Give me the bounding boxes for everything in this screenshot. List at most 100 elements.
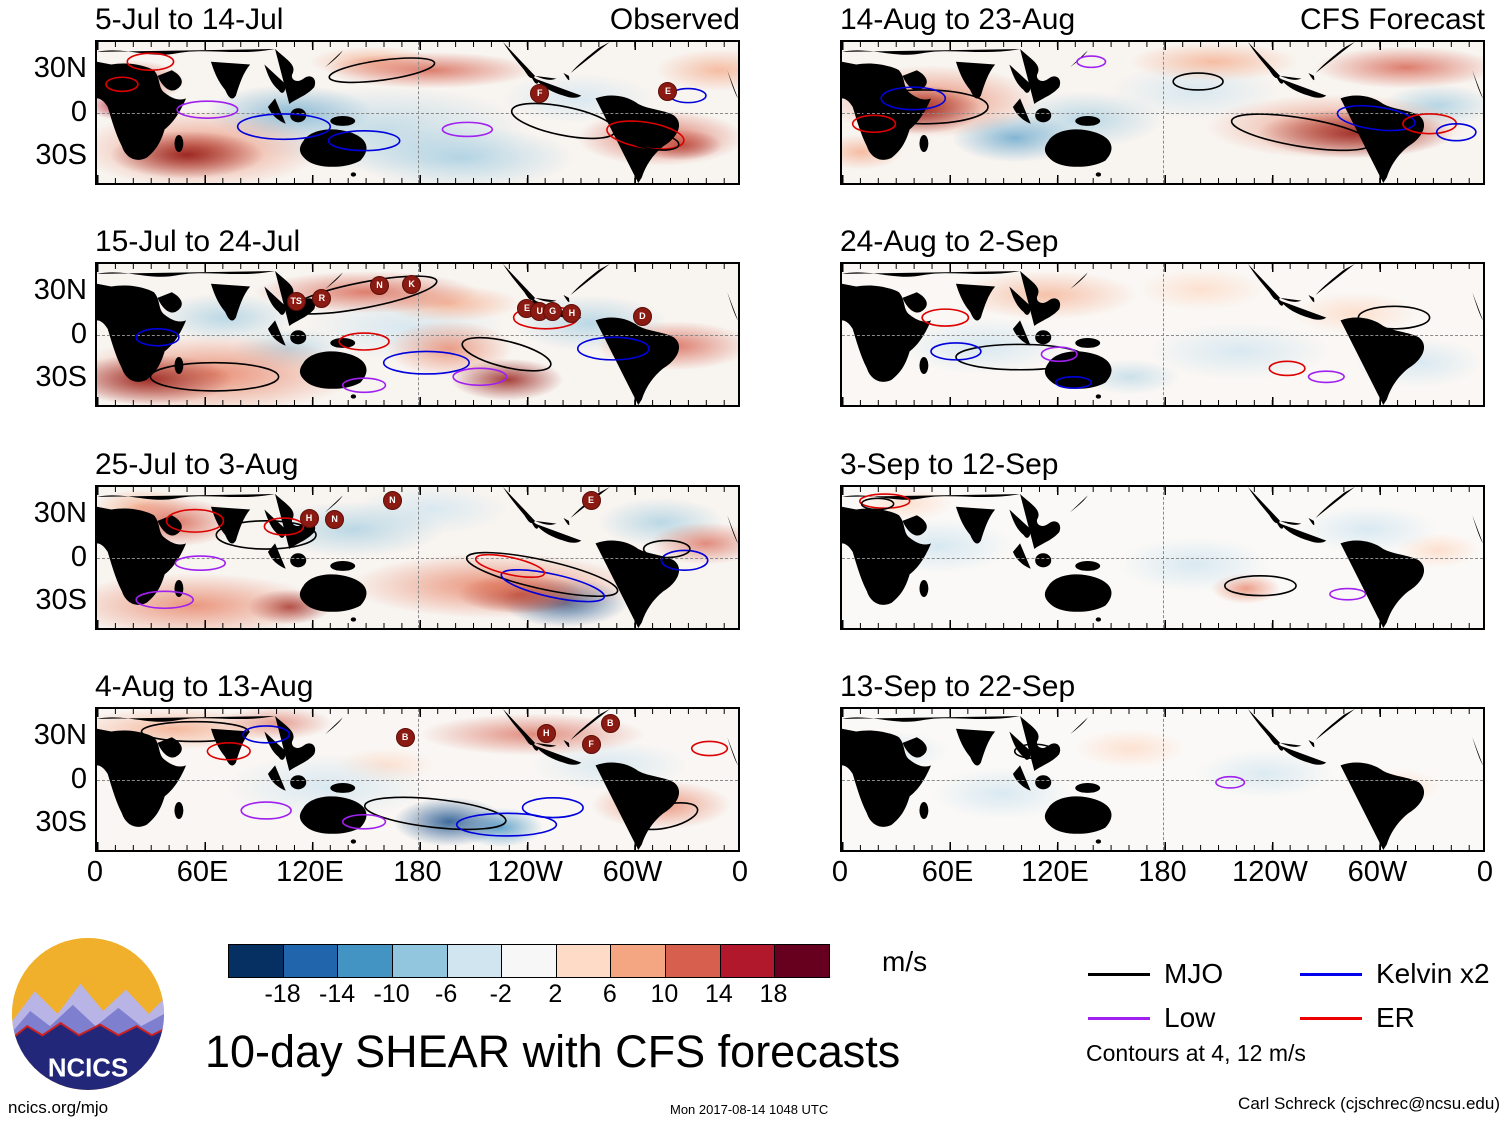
footer-timestamp: Mon 2017-08-14 1048 UTC [670,1102,829,1117]
dateline-gridline [1162,42,1164,183]
colorbar-cell [666,945,721,977]
panel-forecast-4: 13-Sep to 22-Sep [840,670,1485,852]
colorbar-tick-label: -18 [264,980,301,1008]
legend-label: Low [1164,1002,1216,1033]
storm-symbol: B [600,714,620,734]
lat-tick-label: 30S [35,806,87,838]
storm-symbol: G [543,301,563,321]
colorbar-cell [392,945,448,977]
map-panel [840,485,1485,630]
dateline-gridline [1162,264,1164,405]
dateline-gridline [417,487,419,628]
lon-tick-label: 60W [1347,856,1408,888]
colorbar [228,944,830,978]
panel-title: 5-Jul to 14-Jul [95,3,284,36]
colorbar-tick-labels: -18 -14 -10 -6 -2 2 6 10 14 18 [228,980,828,1008]
lon-tick-label: 120W [487,856,563,888]
colorbar-cell [556,945,612,977]
colorbar-cell [502,945,557,977]
lon-tick-label: 0 [831,856,849,888]
colorbar-cell [775,945,830,977]
lat-tick-label: 30S [35,361,87,393]
wave-contours-overlay [97,709,738,850]
er-line-swatch [1300,1016,1362,1020]
low-line-swatch [1088,1016,1150,1020]
panel-forecast-2: 24-Aug to 2-Sep [840,225,1485,407]
lat-tick-label: 0 [70,540,87,573]
storm-symbol: K [402,274,422,294]
storm-symbol: E [581,490,601,510]
colorbar-tick-label: -14 [319,980,356,1008]
map-panel [840,262,1485,407]
storm-symbol: D [632,307,652,327]
lat-tick-label: 0 [70,317,87,350]
storm-symbol: N [325,510,345,530]
panel-title: 15-Jul to 24-Jul [95,225,301,258]
panel-forecast-3: 3-Sep to 12-Sep [840,448,1485,630]
colorbar-tick-label: 14 [705,980,733,1008]
contour-levels-note: Contours at 4, 12 m/s [1086,1040,1306,1066]
footer-site-url: ncics.org/mjo [8,1098,109,1117]
colorbar-unit-label: m/s [882,946,928,977]
colorbar-cell [229,945,284,977]
panel-title: 24-Aug to 2-Sep [840,225,1059,258]
wave-contours-overlay [842,709,1483,850]
storm-symbol: F [581,735,601,755]
panel-forecast-1: 14-Aug to 23-Aug CFS Forecast 30N [840,3,1485,185]
storm-symbol: N [382,490,402,510]
lon-tick-label: 120E [1021,856,1089,888]
legend-item-low: Low [1088,996,1288,1040]
x-axis-right: 0 60E 120E 180 120W 60W 0 [832,856,1493,890]
panel-title: 4-Aug to 13-Aug [95,670,314,703]
lon-tick-label: 120W [1232,856,1308,888]
colorbar-cell [283,945,339,977]
lon-tick-label: 60E [921,856,974,888]
dateline-gridline [417,42,419,183]
legend-label: ER [1376,1002,1415,1033]
wave-contours-overlay [97,264,738,405]
legend-label: MJO [1164,958,1224,989]
ncics-logo-art: NCICS [12,938,164,1090]
footer-author-contact: Carl Schreck (cjschrec@ncsu.edu) [1238,1094,1500,1113]
panel-title: 14-Aug to 23-Aug [840,3,1076,36]
x-axis-left: 0 60E 120E 180 120W 60W 0 [87,856,748,890]
map-panel [840,707,1485,852]
storm-symbol: H [299,509,319,529]
lon-tick-label: 60W [602,856,663,888]
colorbar-cell [720,945,776,977]
lon-tick-label: 0 [86,856,104,888]
panel-title: 13-Sep to 22-Sep [840,670,1076,703]
map-panel [840,40,1485,185]
dateline-gridline [417,709,419,850]
mjo-line-swatch [1088,972,1150,976]
legend-item-kelvin: Kelvin x2 [1300,952,1490,996]
legend-item-er: ER [1300,996,1490,1040]
column-header-forecast: CFS Forecast [1299,3,1485,36]
colorbar-cell [611,945,667,977]
kelvin-line-swatch [1300,972,1362,976]
panel-title: 3-Sep to 12-Sep [840,448,1059,481]
dateline-gridline [1162,487,1164,628]
lon-tick-label: 120E [276,856,344,888]
storm-symbol: E [658,82,678,102]
wave-contours-overlay [842,487,1483,628]
lat-tick-label: 30N [33,52,87,84]
colorbar-tick-label: -10 [373,980,410,1008]
storm-symbol: R [312,288,332,308]
lat-tick-label: 0 [70,762,87,795]
dateline-gridline [1162,709,1164,850]
panel-title: 25-Jul to 3-Aug [95,448,299,481]
wave-contours-overlay [842,264,1483,405]
lon-tick-label: 180 [393,856,442,888]
wave-contours-overlay [97,42,738,183]
colorbar-tick-label: 10 [650,980,679,1008]
panel-observed-2: 15-Jul to 24-Jul 30N 0 30S TS R N K E U G H D [34,225,740,407]
colorbar-tick-label: 2 [548,980,563,1008]
ncics-logo-text: NCICS [48,1054,128,1082]
